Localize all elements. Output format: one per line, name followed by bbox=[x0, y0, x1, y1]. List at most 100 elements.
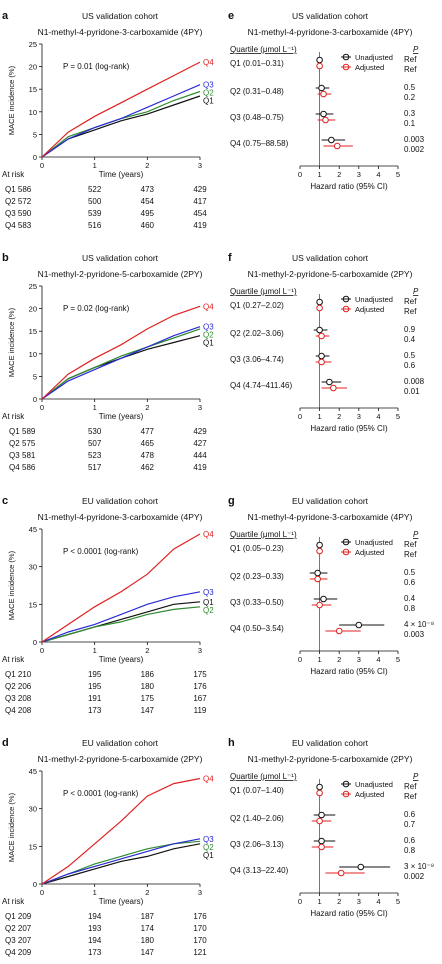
at-risk-count: 589 bbox=[22, 427, 36, 436]
series-line-q2 bbox=[41, 90, 201, 158]
quartile-label: Q2 (0.23–0.33) bbox=[230, 572, 284, 581]
panel-label: c bbox=[2, 495, 8, 507]
at-risk-count: 507 bbox=[88, 439, 102, 448]
p-value-adjusted: 0.6 bbox=[404, 361, 416, 370]
at-risk-quartile: Q3 bbox=[9, 451, 20, 460]
x-axis-label: Hazard ratio (95% CI) bbox=[310, 182, 388, 191]
at-risk-count: 175 bbox=[193, 670, 207, 679]
x-tick-label: 5 bbox=[396, 897, 400, 906]
pvalue-annotation: P = 0.02 (log-rank) bbox=[63, 304, 130, 313]
at-risk-count: 500 bbox=[88, 197, 102, 206]
at-risk-count: 473 bbox=[141, 185, 155, 194]
x-tick-label: 0 bbox=[298, 412, 302, 421]
at-risk-count: Q3 208 bbox=[5, 694, 32, 703]
x-tick-label: 2 bbox=[337, 897, 341, 906]
p-value-unadjusted: Ref bbox=[404, 540, 417, 549]
legend-adjusted: Adjusted bbox=[355, 63, 384, 72]
y-axis-label: MACE incidence (%) bbox=[7, 307, 16, 377]
panel-b: b US validation cohort N1-methyl-2-pyridon… bbox=[2, 252, 214, 472]
series-label-q4: Q4 bbox=[203, 58, 214, 67]
at-risk-count: 121 bbox=[193, 948, 207, 957]
at-risk-count: 477 bbox=[141, 427, 155, 436]
y-tick-label: 15 bbox=[29, 327, 37, 336]
at-risk-count: 175 bbox=[141, 694, 155, 703]
quartile-label: Q1 (0.27–2.02) bbox=[230, 301, 284, 310]
at-risk-count: 173 bbox=[88, 948, 102, 957]
hr-unadjusted bbox=[314, 569, 321, 577]
chart-title: N1-methyl-2-pyridone-5-carboxamide (2PY) bbox=[248, 754, 413, 764]
series-label-q3: Q3 bbox=[203, 323, 214, 332]
at-risk-count: 575 bbox=[22, 439, 36, 448]
pvalue-annotation: P < 0.0001 (log-rank) bbox=[63, 547, 139, 556]
hr-adjusted bbox=[318, 358, 325, 366]
panel-label: h bbox=[228, 737, 235, 749]
series-label-q2: Q2 bbox=[203, 331, 214, 340]
series-label-q2: Q2 bbox=[203, 843, 214, 852]
quartile-label: Q2 (0.31–0.48) bbox=[230, 87, 284, 96]
p-value-unadjusted: 0.9 bbox=[404, 325, 416, 334]
y-tick-label: 0 bbox=[33, 395, 37, 404]
series-line-q3 bbox=[41, 838, 201, 885]
chart-title: N1-methyl-2-pyridone-5-carboxamide (2PY) bbox=[248, 269, 413, 279]
x-axis-label: Time (years) bbox=[99, 655, 144, 664]
x-axis-label: Time (years) bbox=[99, 897, 144, 906]
hr-adjusted bbox=[335, 627, 343, 635]
x-tick-label: 2 bbox=[145, 888, 149, 897]
series-line-q3 bbox=[41, 326, 201, 400]
series-label-q1: Q1 bbox=[203, 97, 214, 106]
x-tick-label: 1 bbox=[93, 888, 97, 897]
x-tick-label: 1 bbox=[318, 897, 322, 906]
panel-label: d bbox=[2, 737, 9, 749]
y-tick-label: 30 bbox=[29, 805, 37, 814]
hr-adjusted bbox=[316, 789, 323, 797]
series-label-q2: Q2 bbox=[203, 606, 214, 615]
at-risk-count: 427 bbox=[193, 439, 207, 448]
at-risk-count: 454 bbox=[193, 209, 207, 218]
cohort-title: US validation cohort bbox=[82, 11, 159, 21]
at-risk-count: 454 bbox=[141, 197, 155, 206]
series-line-q3 bbox=[41, 591, 201, 643]
hr-unadjusted bbox=[316, 541, 323, 549]
p-value-adjusted: 0.01 bbox=[404, 387, 420, 396]
at-risk-count: 147 bbox=[141, 948, 155, 957]
p-value-unadjusted: 0.4 bbox=[404, 594, 416, 603]
chart-title: N1-methyl-2-pyridone-5-carboxamide (2PY) bbox=[38, 754, 203, 764]
series-label-q2: Q2 bbox=[203, 89, 214, 98]
at-risk-count: 522 bbox=[88, 185, 102, 194]
p-value-adjusted: 0.2 bbox=[404, 93, 416, 102]
at-risk-count: 429 bbox=[193, 185, 207, 194]
hr-unadjusted bbox=[318, 84, 325, 92]
at-risk-count: 191 bbox=[88, 694, 102, 703]
hr-adjusted bbox=[320, 90, 327, 98]
hr-unadjusted bbox=[326, 378, 333, 386]
quartile-header: Quartile (μmol L⁻¹) bbox=[230, 772, 297, 781]
hr-adjusted bbox=[330, 384, 337, 392]
at-risk-count: 176 bbox=[193, 912, 207, 921]
p-value-adjusted: Ref bbox=[404, 65, 417, 74]
x-axis-label: Hazard ratio (95% CI) bbox=[310, 424, 388, 433]
hr-adjusted bbox=[318, 332, 325, 340]
y-tick-label: 25 bbox=[29, 282, 37, 291]
p-header: P bbox=[413, 45, 419, 54]
quartile-label: Q4 (0.75–88.58) bbox=[230, 139, 289, 148]
at-risk-count: 147 bbox=[141, 706, 155, 715]
at-risk-count: Q4 209 bbox=[5, 948, 32, 957]
series-line-q2 bbox=[41, 606, 201, 643]
x-tick-label: 5 bbox=[396, 170, 400, 179]
y-tick-label: 0 bbox=[33, 880, 37, 889]
x-tick-label: 4 bbox=[376, 170, 380, 179]
p-value-unadjusted: 0.003 bbox=[404, 135, 425, 144]
x-tick-label: 5 bbox=[396, 412, 400, 421]
quartile-label: Q3 (3.06–4.74) bbox=[230, 355, 284, 364]
p-value-adjusted: 0.1 bbox=[404, 119, 416, 128]
y-axis-label: MACE incidence (%) bbox=[7, 65, 16, 135]
p-value-unadjusted: 0.3 bbox=[404, 109, 416, 118]
at-risk-count: 444 bbox=[193, 451, 207, 460]
quartile-header: Quartile (μmol L⁻¹) bbox=[230, 287, 297, 296]
hr-unadjusted bbox=[318, 352, 325, 360]
hr-unadjusted bbox=[320, 595, 327, 603]
legend-adjusted: Adjusted bbox=[355, 305, 384, 314]
y-tick-label: 15 bbox=[29, 85, 37, 94]
y-tick-label: 10 bbox=[29, 108, 37, 117]
at-risk-count: 419 bbox=[193, 221, 207, 230]
